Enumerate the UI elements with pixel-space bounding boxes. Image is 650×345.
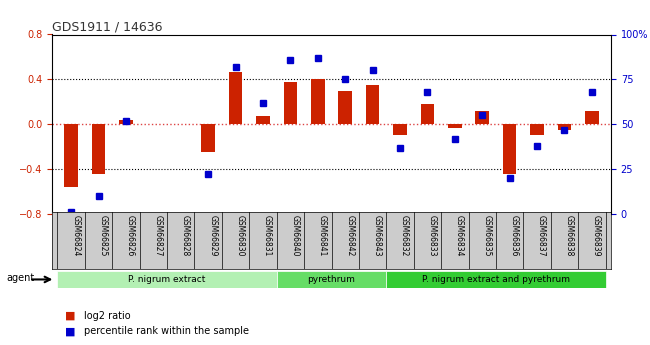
Bar — [311, 79, 324, 124]
Text: GSM66826: GSM66826 — [126, 214, 135, 260]
Bar — [393, 124, 407, 135]
Text: GSM66832: GSM66832 — [400, 215, 409, 256]
Text: agent: agent — [6, 273, 34, 283]
Text: GSM66836: GSM66836 — [510, 214, 519, 260]
Text: ■: ■ — [65, 326, 75, 336]
Text: GSM66826: GSM66826 — [126, 215, 135, 256]
Text: pyrethrum: pyrethrum — [307, 275, 356, 284]
Text: GSM66827: GSM66827 — [153, 214, 162, 260]
Text: GSM66833: GSM66833 — [428, 215, 436, 257]
FancyBboxPatch shape — [57, 271, 277, 288]
Bar — [530, 124, 544, 135]
Text: GSM66839: GSM66839 — [592, 215, 601, 257]
Text: GSM66839: GSM66839 — [592, 214, 601, 260]
Text: GSM66830: GSM66830 — [235, 215, 244, 257]
Bar — [585, 111, 599, 124]
Bar — [202, 124, 215, 152]
Text: GSM66837: GSM66837 — [537, 215, 546, 257]
Text: GSM66834: GSM66834 — [455, 214, 464, 260]
Text: GDS1911 / 14636: GDS1911 / 14636 — [52, 20, 162, 33]
Text: GSM66824: GSM66824 — [72, 215, 80, 256]
Bar — [119, 120, 133, 124]
Text: GSM66824: GSM66824 — [72, 214, 80, 259]
Text: ■: ■ — [65, 311, 75, 321]
Text: GSM66838: GSM66838 — [564, 215, 573, 256]
Text: GSM66827: GSM66827 — [153, 215, 162, 256]
Text: GSM66841: GSM66841 — [318, 214, 327, 259]
Text: GSM66830: GSM66830 — [235, 214, 244, 260]
Text: GSM66843: GSM66843 — [372, 214, 382, 260]
Bar — [229, 71, 242, 124]
Text: GSM66829: GSM66829 — [208, 215, 217, 256]
Text: GSM66831: GSM66831 — [263, 214, 272, 260]
Text: percentile rank within the sample: percentile rank within the sample — [84, 326, 250, 336]
Text: GSM66837: GSM66837 — [537, 214, 546, 260]
FancyBboxPatch shape — [277, 271, 386, 288]
Text: GSM66829: GSM66829 — [208, 214, 217, 259]
Bar — [339, 90, 352, 124]
Bar — [558, 124, 571, 130]
Text: GSM66841: GSM66841 — [318, 215, 327, 256]
Text: GSM66840: GSM66840 — [291, 214, 300, 259]
Text: GSM66842: GSM66842 — [345, 215, 354, 256]
Text: GSM66825: GSM66825 — [99, 215, 108, 256]
Text: GSM66831: GSM66831 — [263, 215, 272, 256]
Bar — [256, 116, 270, 124]
Text: log2 ratio: log2 ratio — [84, 311, 131, 321]
Text: GSM66840: GSM66840 — [291, 215, 300, 257]
Bar — [448, 124, 462, 128]
Text: GSM66835: GSM66835 — [482, 215, 491, 257]
Text: GSM66832: GSM66832 — [400, 214, 409, 260]
Text: GSM66833: GSM66833 — [428, 214, 436, 260]
Text: GSM66843: GSM66843 — [372, 215, 382, 257]
Text: GSM66834: GSM66834 — [455, 215, 464, 257]
Text: P. nigrum extract and pyrethrum: P. nigrum extract and pyrethrum — [422, 275, 570, 284]
Bar — [421, 104, 434, 124]
FancyBboxPatch shape — [386, 271, 606, 288]
Text: GSM66836: GSM66836 — [510, 215, 519, 257]
Text: GSM66825: GSM66825 — [99, 214, 108, 259]
Bar — [502, 124, 517, 174]
Bar — [92, 124, 105, 174]
Bar — [283, 81, 297, 124]
Text: GSM66828: GSM66828 — [181, 215, 190, 256]
Bar — [475, 111, 489, 124]
Text: GSM66838: GSM66838 — [564, 214, 573, 260]
Text: GSM66842: GSM66842 — [345, 214, 354, 259]
Bar — [366, 85, 380, 124]
Text: P. nigrum extract: P. nigrum extract — [129, 275, 206, 284]
Text: GSM66828: GSM66828 — [181, 214, 190, 260]
Bar — [64, 124, 78, 187]
Text: GSM66835: GSM66835 — [482, 214, 491, 260]
